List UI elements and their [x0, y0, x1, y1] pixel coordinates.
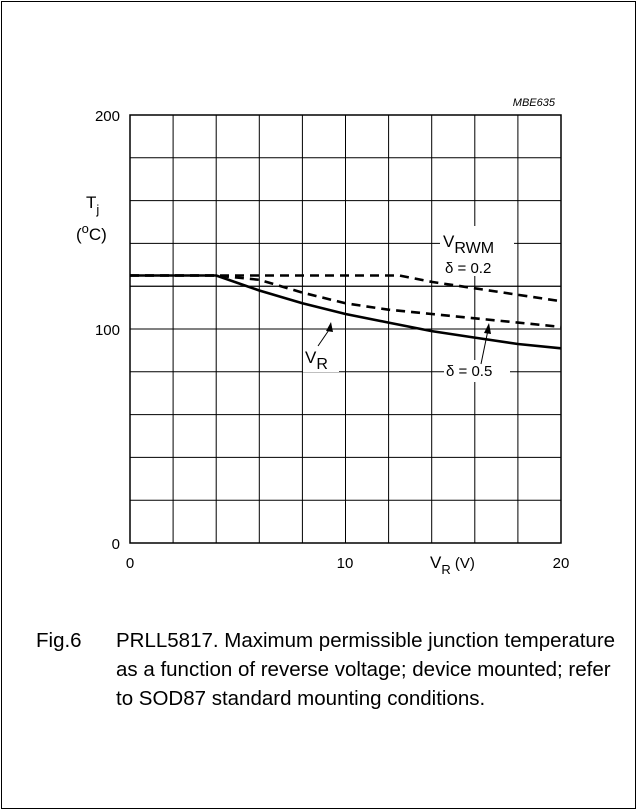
x-tick-label: 10: [337, 555, 354, 572]
delta-05-label: δ = 0.5: [446, 363, 492, 380]
y-axis-label: Tj: [86, 193, 99, 217]
annotation-bg: [440, 226, 514, 276]
figure-caption: Fig.6 PRLL5817. Maximum permissible junc…: [36, 626, 616, 713]
series-line-dashed: [130, 274, 562, 329]
x-axis-label: VR (V): [430, 553, 475, 577]
chart-series: [130, 274, 562, 350]
series-line-dashed: [130, 274, 562, 303]
delta05-leader-line: [480, 329, 489, 365]
x-tick-label: 0: [126, 555, 134, 572]
chart: MBE635 200 100 0 0 10 20 Tj (oC) VR (V) …: [76, 97, 570, 577]
annotation-bg: [303, 346, 339, 372]
vr-curve-label: VR: [305, 348, 328, 373]
plot-area-border: [129, 114, 562, 544]
caption-text: PRLL5817. Maximum permissible junction t…: [116, 629, 616, 710]
series-line-vr: [130, 274, 562, 350]
vrwm-label: VRWM: [443, 232, 494, 257]
y-tick-label: 100: [95, 322, 120, 339]
delta05-arrowhead: [484, 323, 491, 334]
x-tick-label: 20: [553, 555, 570, 572]
y-axis-unit: (oC): [76, 221, 107, 244]
annotation-bg: [444, 360, 510, 382]
delta-02-label: δ = 0.2: [445, 260, 491, 277]
y-tick-label: 0: [112, 536, 120, 553]
vr-arrowhead: [326, 322, 333, 332]
drawing-code: MBE635: [513, 97, 556, 109]
y-tick-label: 200: [95, 108, 120, 125]
figure-number: Fig.6: [36, 629, 82, 652]
chart-grid: [129, 114, 562, 544]
